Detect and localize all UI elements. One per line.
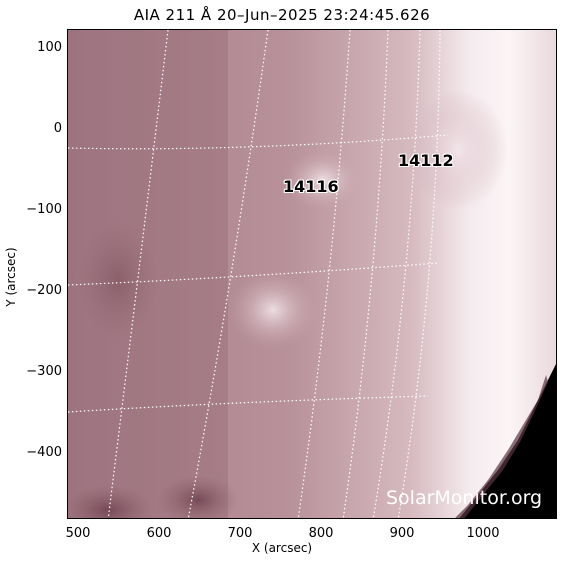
active-region-label[interactable]: 14116: [283, 177, 339, 196]
watermark: SolarMonitor.org: [386, 487, 543, 509]
y-axis-label: Y (arcsec): [4, 247, 18, 307]
heliographic-grid: [68, 30, 449, 518]
x-tick-label: 600: [146, 526, 172, 541]
y-tick-label: −300: [26, 364, 62, 379]
solar-image-frame[interactable]: [67, 29, 557, 519]
image-title: AIA 211 Å 20–Jun–2025 23:24:45.626: [133, 6, 431, 24]
y-tick-label: −100: [26, 202, 62, 217]
y-tick-label: −400: [26, 445, 62, 460]
solar-disk-image: [68, 30, 556, 518]
active-region-label[interactable]: 14112: [398, 151, 454, 170]
x-tick-label: 500: [65, 526, 91, 541]
y-tick-label: 0: [53, 121, 62, 136]
space-region: [459, 364, 556, 518]
x-tick-label: 1000: [466, 526, 500, 541]
x-tick-label: 900: [389, 526, 415, 541]
y-tick-label: −200: [26, 283, 62, 298]
y-tick-label: 100: [37, 40, 62, 55]
x-tick-label: 700: [227, 526, 253, 541]
x-tick-label: 800: [308, 526, 334, 541]
x-axis-label: X (arcsec): [251, 541, 313, 555]
